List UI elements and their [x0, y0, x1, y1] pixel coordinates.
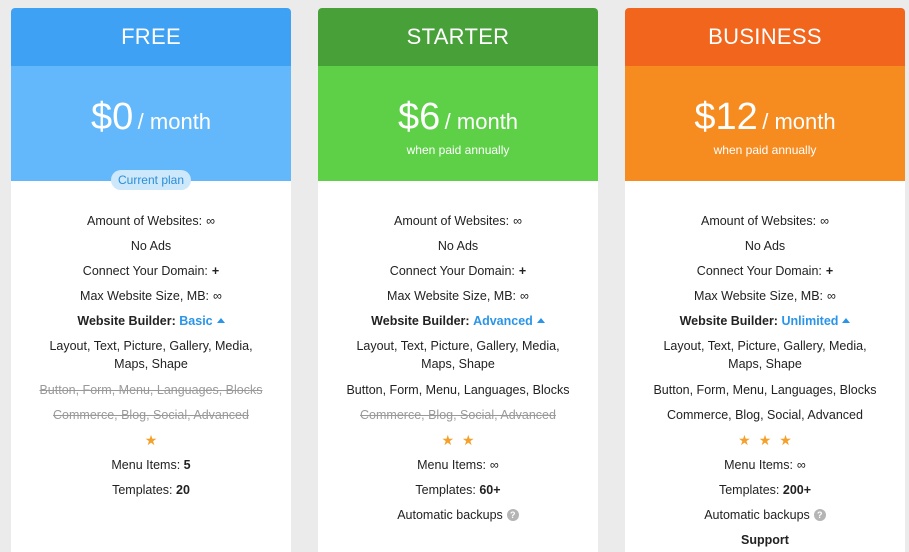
- caret-up-icon[interactable]: [536, 318, 545, 323]
- infinity-icon: ∞: [796, 457, 806, 472]
- feature-domain: Connect Your Domain: +: [82, 263, 220, 278]
- feature-commerce: Commerce, Blog, Social, Advanced: [53, 407, 249, 422]
- feature-layout: Layout, Text, Picture, Gallery, Media, M…: [663, 339, 867, 371]
- feature-domain: Connect Your Domain: +: [696, 263, 834, 278]
- feature-list: Amount of Websites: ∞ No Ads Connect Your…: [318, 208, 598, 527]
- star-icon: ★: [779, 431, 792, 448]
- rating-stars: ★ ★ ★: [625, 427, 905, 452]
- price-amount: $0: [90, 96, 134, 138]
- feature-layout: Layout, Text, Picture, Gallery, Media, M…: [356, 339, 560, 371]
- star-icon: ★: [738, 431, 751, 448]
- plan-header: STARTER: [318, 8, 598, 66]
- star-icon: ★: [758, 431, 772, 448]
- feature-templates: Templates: 20: [112, 482, 190, 497]
- plan-card-business: BUSINESS $12 / month when paid annually …: [625, 8, 905, 552]
- plan-header: BUSINESS: [625, 8, 905, 66]
- infinity-icon: ∞: [820, 213, 830, 228]
- help-icon[interactable]: ?: [813, 508, 826, 521]
- feature-builder[interactable]: Website Builder: Unlimited: [625, 308, 905, 333]
- rating-stars: ★ ★: [318, 427, 598, 452]
- infinity-icon: ∞: [520, 288, 529, 303]
- rating-stars: ★: [11, 427, 291, 452]
- plan-header: FREE: [11, 8, 291, 66]
- help-icon[interactable]: ?: [506, 508, 519, 521]
- feature-layout: Layout, Text, Picture, Gallery, Media, M…: [49, 339, 253, 371]
- price-note: when paid annually: [713, 143, 817, 157]
- infinity-icon: ∞: [513, 213, 523, 228]
- plan-name: FREE: [121, 24, 181, 49]
- infinity-icon: ∞: [206, 213, 216, 228]
- star-icon: ★: [441, 431, 454, 448]
- feature-buttons: Button, Form, Menu, Languages, Blocks: [346, 382, 570, 397]
- plan-card-free: FREE $0 / month Current plan Amount of W…: [11, 8, 291, 552]
- feature-backups: Automatic backups?: [318, 502, 598, 527]
- feature-size: Max Website Size, MB: ∞: [80, 288, 222, 303]
- plan-price-block: $12 / month when paid annually: [625, 66, 905, 181]
- plan-card-starter: STARTER $6 / month when paid annually Am…: [318, 8, 598, 552]
- plan-name: BUSINESS: [708, 24, 822, 49]
- feature-commerce: Commerce, Blog, Social, Advanced: [360, 407, 556, 422]
- current-plan-badge: Current plan: [110, 170, 192, 190]
- feature-backups: Automatic backups?: [625, 502, 905, 527]
- price-note: when paid annually: [406, 143, 510, 157]
- infinity-icon: ∞: [489, 457, 499, 472]
- feature-ads: No Ads: [744, 238, 786, 253]
- feature-list: Amount of Websites: ∞ No Ads Connect Your…: [625, 208, 905, 552]
- star-icon: ★: [144, 431, 158, 448]
- feature-websites: Amount of Websites: ∞: [86, 213, 216, 228]
- price-amount: $6: [397, 96, 441, 138]
- caret-up-icon[interactable]: [842, 318, 851, 323]
- price-period: / month: [444, 109, 519, 134]
- feature-menu-items: Menu Items: 5: [111, 457, 191, 472]
- feature-websites: Amount of Websites: ∞: [700, 213, 830, 228]
- feature-list: Amount of Websites: ∞ No Ads Connect Your…: [11, 208, 291, 502]
- feature-menu-items: Menu Items: ∞: [417, 457, 499, 472]
- plus-icon: +: [518, 263, 527, 278]
- caret-up-icon[interactable]: [216, 318, 225, 323]
- feature-builder[interactable]: Website Builder: Basic: [11, 308, 291, 333]
- feature-commerce: Commerce, Blog, Social, Advanced: [667, 407, 863, 422]
- plan-price-block: $0 / month: [11, 66, 291, 181]
- price-period: / month: [137, 109, 212, 134]
- price-period: / month: [762, 109, 836, 134]
- plan-name: STARTER: [406, 24, 510, 49]
- price-amount: $12: [694, 96, 758, 138]
- feature-builder[interactable]: Website Builder: Advanced: [318, 308, 598, 333]
- feature-size: Max Website Size, MB: ∞: [694, 288, 836, 303]
- plus-icon: +: [825, 263, 834, 278]
- feature-menu-items: Menu Items: ∞: [724, 457, 806, 472]
- plan-price-block: $6 / month when paid annually: [318, 66, 598, 181]
- builder-tier-link[interactable]: Advanced: [473, 313, 533, 328]
- builder-tier-link[interactable]: Basic: [179, 313, 213, 328]
- feature-size: Max Website Size, MB: ∞: [387, 288, 529, 303]
- builder-tier-link[interactable]: Unlimited: [781, 313, 839, 328]
- infinity-icon: ∞: [213, 288, 222, 303]
- feature-support: Support: [741, 532, 789, 547]
- feature-buttons: Button, Form, Menu, Languages, Blocks: [39, 382, 263, 397]
- feature-templates: Templates: 200+: [718, 482, 812, 497]
- feature-templates: Templates: 60+: [415, 482, 501, 497]
- feature-domain: Connect Your Domain: +: [389, 263, 527, 278]
- feature-ads: No Ads: [437, 238, 479, 253]
- feature-buttons: Button, Form, Menu, Languages, Blocks: [653, 382, 877, 397]
- star-icon: ★: [462, 431, 475, 448]
- feature-ads: No Ads: [130, 238, 172, 253]
- plus-icon: +: [211, 263, 220, 278]
- infinity-icon: ∞: [827, 288, 836, 303]
- feature-websites: Amount of Websites: ∞: [393, 213, 523, 228]
